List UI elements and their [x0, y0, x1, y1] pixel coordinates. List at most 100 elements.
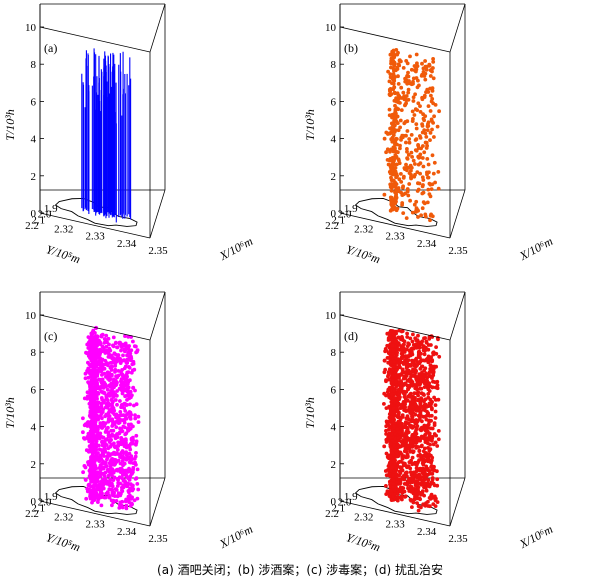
data-point: [416, 101, 421, 106]
data-point: [396, 107, 401, 112]
data-point: [414, 199, 419, 204]
data-point: [121, 374, 125, 378]
data-point: [417, 181, 422, 186]
data-point: [389, 446, 394, 450]
data-point: [109, 373, 114, 378]
data-point: [425, 170, 429, 175]
data-point: [411, 76, 416, 81]
data-point: [119, 383, 123, 387]
data-point: [419, 351, 423, 356]
data-point: [85, 390, 90, 395]
data-point: [403, 405, 407, 410]
data-point: [89, 333, 94, 338]
data-point: [85, 486, 90, 491]
z-tick-label: 8: [31, 347, 37, 359]
data-point: [118, 356, 122, 361]
data-point: [428, 384, 433, 389]
data-point: [430, 477, 435, 482]
data-point: [94, 443, 99, 448]
data-point: [397, 328, 401, 333]
data-point: [390, 122, 395, 127]
data-point: [97, 366, 101, 371]
data-point: [400, 486, 405, 490]
data-point: [421, 200, 426, 205]
data-point: [103, 384, 108, 388]
data-point: [416, 390, 421, 395]
data-point: [110, 462, 115, 467]
data-point: [407, 137, 412, 141]
data-point: [394, 175, 398, 180]
data-point: [420, 95, 424, 100]
data-point: [423, 71, 428, 76]
data-point: [401, 211, 406, 216]
z-tick-label: 2: [331, 171, 337, 183]
z-tick-label: 8: [331, 59, 337, 71]
data-point: [100, 367, 105, 372]
data-point: [411, 95, 416, 100]
data-point: [92, 497, 97, 502]
data-point: [408, 444, 413, 448]
data-point: [417, 473, 422, 478]
data-point: [416, 508, 421, 513]
data-point: [405, 74, 409, 79]
data-point: [416, 143, 420, 147]
data-point: [130, 471, 135, 475]
data-point: [389, 147, 394, 152]
data-point: [397, 94, 402, 99]
x-tick-label: 2.33: [386, 519, 406, 531]
data-point: [98, 471, 103, 476]
data-point: [92, 369, 97, 374]
data-point: [97, 338, 101, 343]
box-edge: [339, 26, 451, 53]
data-point: [426, 499, 430, 504]
data-point: [382, 370, 387, 375]
data-point: [426, 162, 431, 167]
data-point: [424, 405, 429, 409]
data-point: [118, 442, 123, 446]
data-point: [104, 402, 109, 407]
data-point: [113, 364, 118, 368]
data-point: [109, 438, 113, 442]
data-point: [100, 377, 105, 382]
data-point: [416, 438, 421, 443]
data-point: [404, 162, 408, 167]
data-point: [416, 208, 420, 213]
data-point: [435, 477, 440, 482]
panel-label: (d): [344, 329, 358, 343]
panel-label: (a): [44, 41, 57, 55]
data-point: [404, 433, 408, 437]
data-point: [400, 201, 405, 205]
data-point: [403, 120, 408, 124]
data-point: [108, 348, 113, 353]
data-point: [402, 392, 407, 396]
z-tick-label: 4: [331, 422, 337, 434]
data-point: [405, 427, 410, 432]
data-point: [396, 82, 401, 86]
data-point: [391, 406, 396, 411]
data-point: [423, 440, 428, 444]
data-point: [424, 90, 428, 94]
data-point: [426, 343, 431, 347]
z-tick-label: 0: [31, 496, 37, 508]
data-point: [392, 388, 397, 393]
data-point: [95, 428, 100, 433]
data-point: [394, 454, 398, 459]
data-point: [403, 382, 408, 386]
box-edge: [149, 189, 166, 239]
data-point: [401, 376, 406, 381]
data-point: [123, 482, 128, 486]
data-point: [431, 60, 436, 64]
data-point: [428, 442, 432, 447]
data-point: [424, 67, 429, 72]
data-point: [124, 503, 129, 508]
data-point: [393, 197, 397, 202]
data-point: [434, 364, 438, 369]
data-point: [120, 505, 125, 510]
data-point: [135, 496, 140, 501]
data-point: [98, 356, 103, 361]
data-point: [391, 399, 396, 403]
x-tick-label: 2.32: [54, 512, 73, 524]
data-point: [418, 415, 422, 420]
data-point: [418, 386, 423, 391]
data-point: [106, 375, 111, 380]
